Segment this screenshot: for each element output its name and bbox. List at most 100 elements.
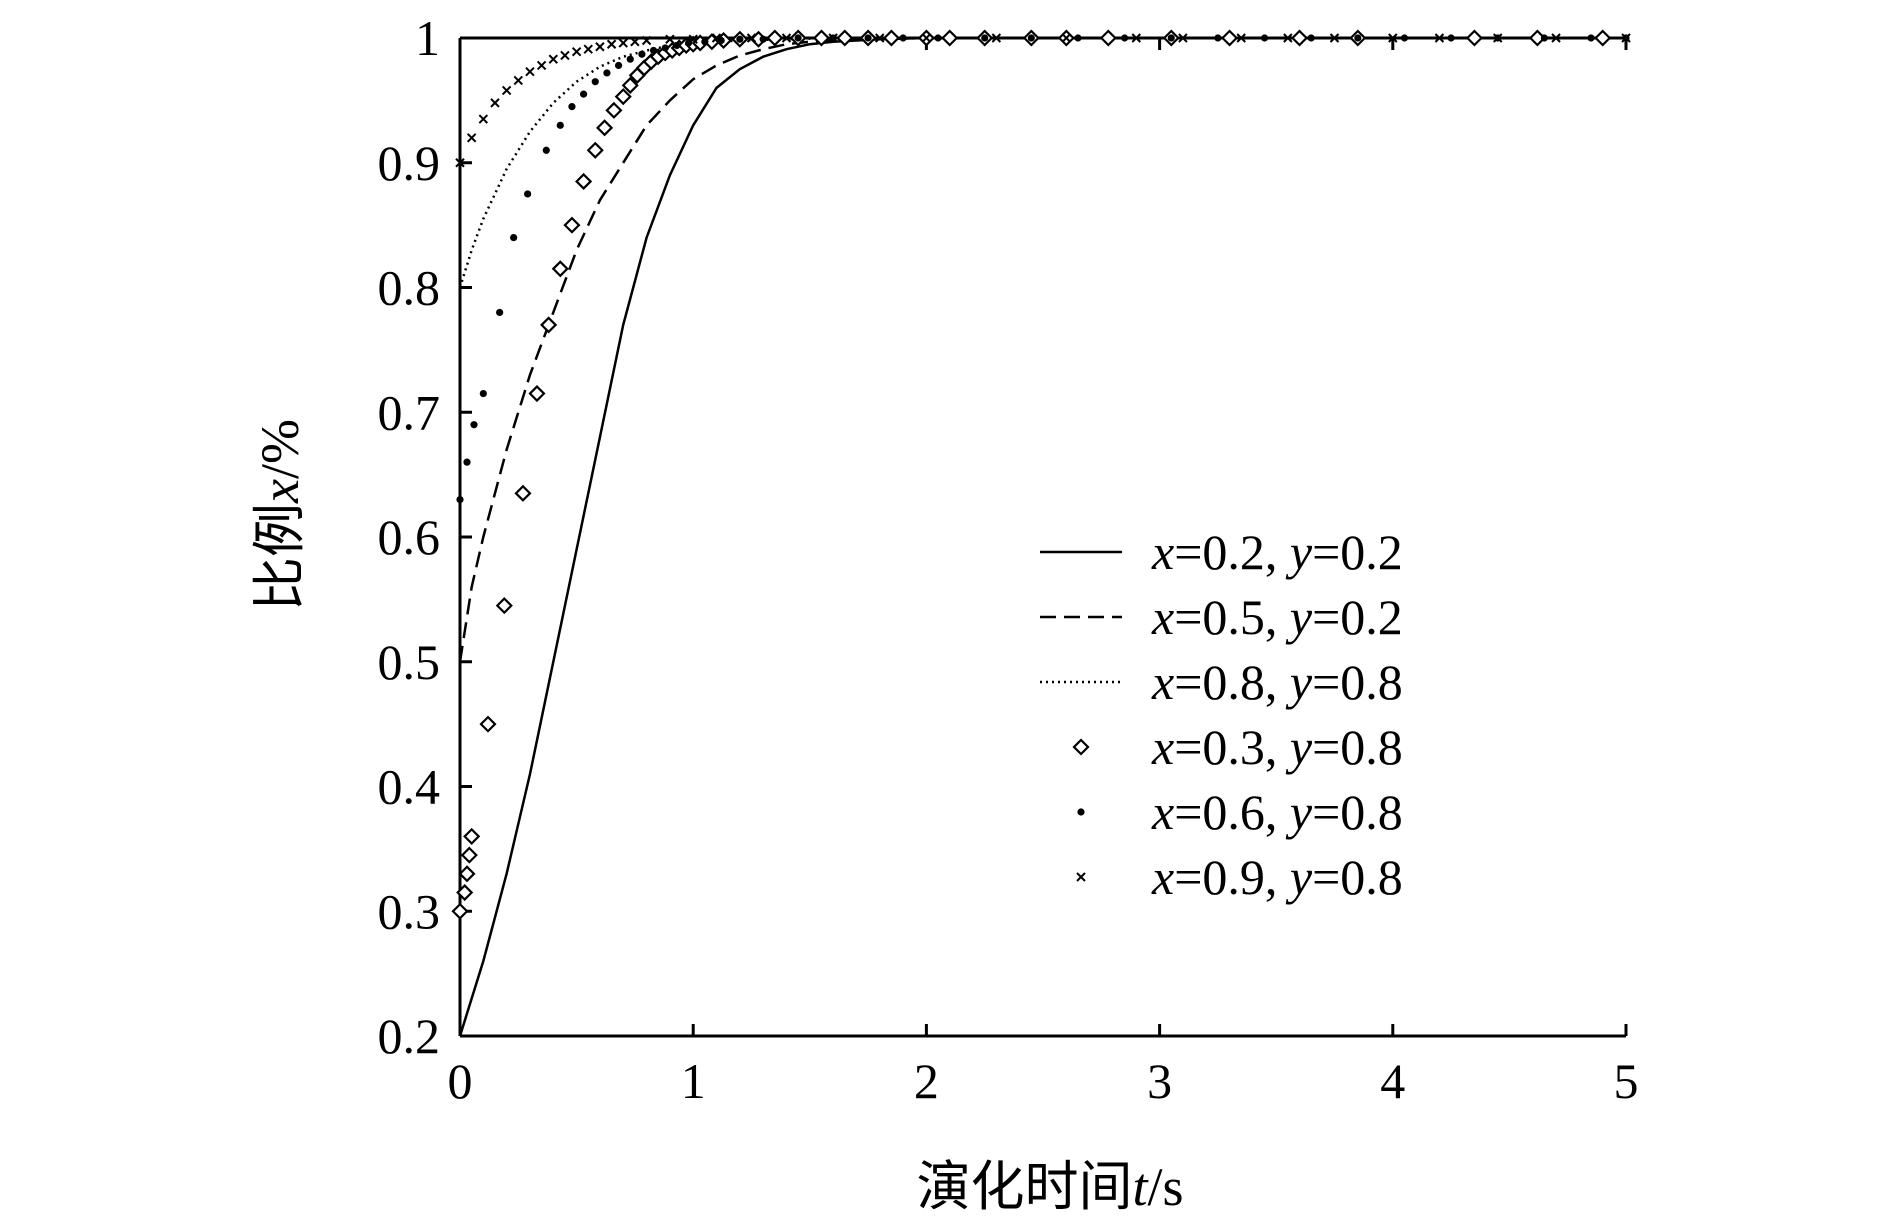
legend-label: x=0.6, y=0.8 (1151, 784, 1403, 840)
y-tick-label: 1 (415, 10, 440, 66)
data-point (456, 495, 464, 504)
data-point (665, 34, 675, 44)
data-point (1131, 33, 1141, 43)
x-tick-label: 0 (448, 1053, 473, 1109)
data-point (479, 389, 487, 398)
data-point (496, 308, 504, 317)
x-tick-label: 1 (681, 1053, 706, 1109)
data-point (466, 133, 477, 143)
data-point (460, 846, 478, 864)
legend-label: x=0.9, y=0.8 (1151, 849, 1403, 905)
data-point (1121, 34, 1129, 42)
data-point (630, 37, 640, 47)
series-3 (458, 36, 1626, 288)
legend-label: x=0.3, y=0.8 (1151, 719, 1403, 775)
data-point (479, 715, 497, 733)
data-point (828, 33, 838, 43)
data-point (711, 33, 722, 43)
y-tick-label: 0.2 (378, 1008, 441, 1064)
legend-swatch (1072, 738, 1090, 756)
data-point (736, 35, 744, 43)
x-axis-title: 演化时间t/s (916, 1157, 1183, 1217)
data-point (1493, 33, 1503, 43)
data-point (1551, 33, 1561, 43)
data-point (495, 597, 513, 615)
y-tick-label: 0.5 (378, 634, 441, 690)
plot-frame (458, 36, 1626, 1038)
data-point (542, 146, 550, 154)
data-point (1354, 34, 1362, 42)
data-point (568, 103, 576, 111)
legend-item: x=0.8, y=0.8 (1040, 654, 1403, 710)
data-point (649, 46, 658, 55)
data-point (781, 33, 792, 43)
data-point (571, 47, 582, 57)
data-point (605, 101, 623, 119)
data-point (621, 76, 639, 94)
data-point (579, 90, 588, 98)
legend-item: x=0.2, y=0.2 (1040, 524, 1403, 580)
data-point (864, 34, 872, 42)
data-point (812, 29, 831, 47)
data-point (661, 44, 669, 52)
data-point (746, 33, 757, 43)
data-point (591, 78, 599, 86)
data-point (501, 85, 512, 96)
x-axis-ticks: 0 1 2 3 4 5 (448, 38, 1639, 1109)
x-tick-label: 4 (1380, 1053, 1405, 1109)
data-point (1214, 34, 1222, 42)
series-6 (455, 33, 1631, 168)
data-point (941, 29, 959, 47)
series-5 (456, 34, 1630, 504)
data-point (1061, 33, 1072, 43)
data-point (836, 29, 854, 47)
data-point (595, 42, 605, 52)
data-point (490, 98, 500, 108)
data-point (1260, 34, 1269, 42)
x-tick-label: 2 (914, 1053, 939, 1109)
data-point (1400, 34, 1409, 42)
data-point (458, 865, 476, 883)
series-line (458, 36, 1626, 662)
data-point (626, 55, 634, 63)
data-point (514, 484, 532, 502)
y-tick-label: 0.6 (378, 509, 441, 565)
legend-item: x=0.3, y=0.8 (1072, 719, 1403, 775)
data-point (548, 54, 558, 64)
data-point (463, 827, 481, 845)
series-4 (451, 29, 1612, 920)
data-point (981, 34, 989, 42)
data-point (673, 41, 681, 50)
series-2 (458, 36, 1626, 662)
data-point (586, 141, 604, 159)
data-point (524, 190, 532, 198)
legend-item: x=0.6, y=0.8 (1077, 784, 1403, 840)
series-1 (458, 36, 1626, 1037)
data-point (478, 114, 489, 124)
data-point (1465, 29, 1483, 47)
data-point (563, 216, 581, 234)
y-tick-label: 0.4 (378, 759, 441, 815)
data-point (1388, 33, 1398, 43)
data-point (794, 34, 802, 42)
data-point (606, 39, 617, 49)
legend-label: x=0.5, y=0.2 (1151, 589, 1403, 645)
data-point (614, 88, 632, 106)
legend-swatch (1076, 872, 1086, 882)
data-point (618, 38, 628, 48)
data-point (1221, 29, 1239, 47)
data-point (596, 119, 614, 137)
data-point (1283, 33, 1293, 43)
y-axis-ticks: 0.2 0.3 0.4 0.5 0.6 0.7 0.8 0.9 1 (378, 10, 472, 1064)
data-point (513, 75, 524, 86)
data-point (641, 35, 652, 46)
data-point (525, 66, 535, 77)
series-line (458, 36, 1626, 1037)
data-point (759, 35, 767, 43)
data-point (766, 29, 784, 47)
data-point (455, 158, 465, 168)
data-point (510, 234, 518, 242)
data-point (463, 458, 471, 466)
data-point (899, 34, 907, 42)
